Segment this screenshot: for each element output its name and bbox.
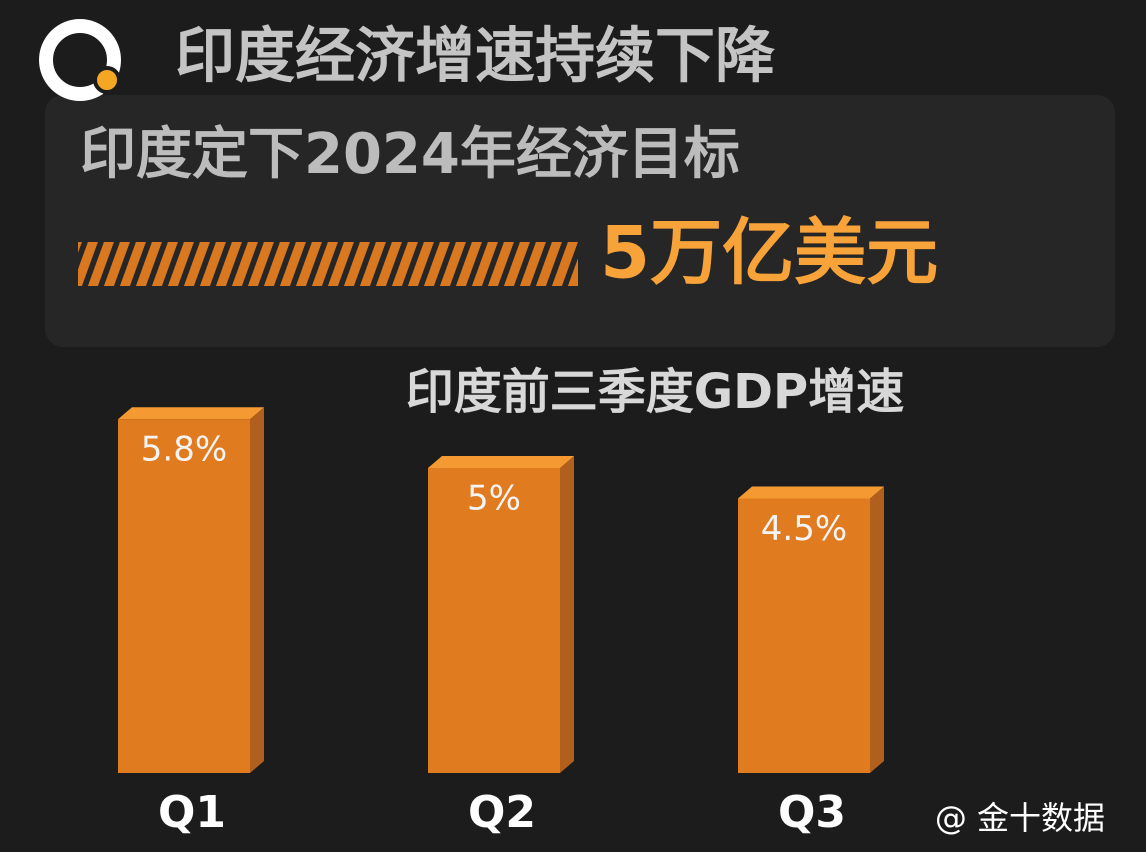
logo-dot (93, 66, 121, 94)
bar (118, 419, 250, 773)
value-label: 4.5% (761, 509, 847, 549)
subtitle: 印度定下2024年经济目标 (80, 122, 740, 187)
bar (428, 468, 560, 773)
bar-top (738, 486, 884, 499)
x-tick-label: Q2 (468, 787, 536, 838)
x-tick-label: Q3 (778, 787, 846, 838)
bar-side (560, 456, 574, 773)
value-label: 5.8% (141, 430, 227, 470)
x-tick-label: Q1 (158, 787, 226, 838)
chart-subtitle: 印度前三季度GDP增速 (406, 364, 904, 420)
source: @ 金十数据 (935, 799, 1105, 837)
stripe-bar (78, 242, 578, 286)
bar-side (250, 407, 264, 773)
bar (738, 498, 870, 773)
value-label: 5% (467, 479, 521, 519)
bar-side (870, 486, 884, 773)
highlight: 5万亿美元 (600, 211, 938, 295)
chart-title: 印度经济增速持续下降 (175, 22, 776, 92)
bar-top (118, 407, 264, 420)
logo-ring (39, 19, 121, 101)
bar-top (428, 456, 574, 468)
